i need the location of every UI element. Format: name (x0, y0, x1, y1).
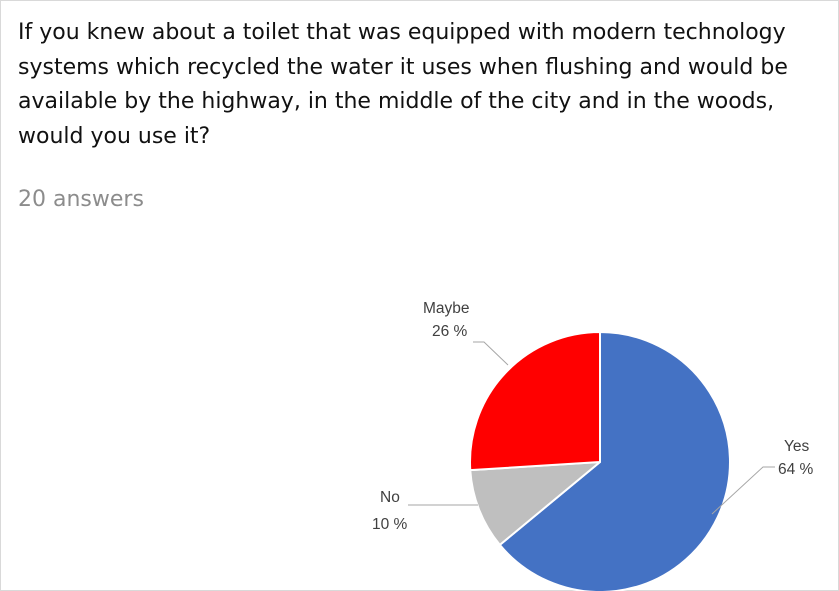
pie-slice-maybe (469, 331, 601, 472)
leader-line-yes (711, 466, 775, 515)
pie-slice-no (469, 461, 601, 546)
slice-value-no: 10 % (372, 516, 408, 533)
question-title: If you knew about a toilet that was equi… (18, 20, 788, 149)
pie-slice-yes (498, 331, 731, 591)
slice-name-maybe: Maybe (423, 300, 470, 317)
slice-name-no: No (380, 489, 400, 506)
leader-lines (408, 341, 775, 515)
slice-value-yes: 64 % (778, 461, 814, 478)
pie-slices (469, 331, 731, 591)
slice-value-maybe: 26 % (432, 323, 468, 340)
leader-line-maybe (473, 341, 509, 366)
slice-name-yes: Yes (784, 438, 810, 455)
answer-count: 20 answers (18, 187, 144, 212)
